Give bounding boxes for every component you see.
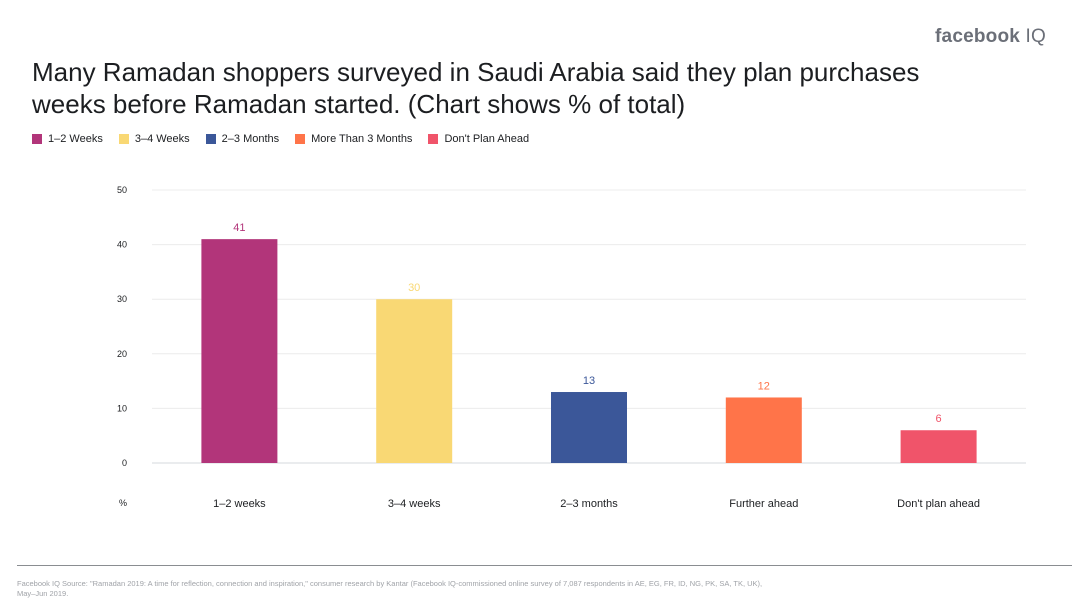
- footnote-line-2: May–Jun 2019.: [17, 589, 69, 598]
- chart-title: Many Ramadan shoppers surveyed in Saudi …: [32, 56, 932, 120]
- legend-item-more-than-3-months: More Than 3 Months: [295, 133, 412, 145]
- legend-label: 3–4 Weeks: [134, 133, 190, 145]
- y-tick-label: 20: [117, 349, 127, 359]
- legend-swatch: [295, 134, 306, 144]
- x-tick-label: 2–3 months: [560, 498, 618, 510]
- legend-swatch: [118, 134, 129, 144]
- bar: [900, 430, 977, 463]
- x-tick-label: 1–2 weeks: [213, 498, 266, 510]
- legend-label: More Than 3 Months: [311, 133, 413, 145]
- data-label: 13: [583, 375, 595, 387]
- facebook-iq-logo: facebook IQ: [935, 26, 1046, 48]
- legend-item-dont-plan-ahead: Don't Plan Ahead: [428, 133, 529, 145]
- chart-title-line-1: Many Ramadan shoppers surveyed in Saudi …: [32, 57, 920, 87]
- data-label: 41: [233, 222, 245, 234]
- legend-item-3-4-weeks: 3–4 Weeks: [118, 133, 190, 145]
- bar: [201, 239, 278, 463]
- legend-swatch: [32, 134, 42, 144]
- chart-legend: 1–2 Weeks 3–4 Weeks 2–3 Months More Than…: [32, 133, 529, 145]
- bar: [725, 397, 802, 463]
- data-label: 12: [758, 380, 770, 392]
- y-tick-label: 0: [122, 458, 127, 468]
- legend-label: 2–3 Months: [221, 133, 280, 145]
- y-tick-label: 50: [117, 185, 127, 195]
- data-label: 30: [408, 282, 420, 294]
- y-tick-label: 10: [117, 403, 127, 413]
- bar: [551, 392, 627, 463]
- legend-item-1-2-weeks: 1–2 Weeks: [32, 133, 103, 145]
- source-footnote: Facebook IQ Source: "Ramadan 2019: A tim…: [17, 579, 837, 599]
- y-axis-label: %: [119, 498, 127, 508]
- legend-item-2-3-months: 2–3 Months: [205, 133, 280, 145]
- brand-name: facebook: [935, 26, 1021, 47]
- footer-divider: [17, 565, 1072, 566]
- x-tick-label: Don't plan ahead: [897, 498, 980, 510]
- y-tick-label: 30: [117, 294, 127, 304]
- y-tick-label: 40: [117, 240, 127, 250]
- chart-title-line-2: weeks before Ramadan started. (Chart sho…: [32, 89, 686, 119]
- legend-swatch: [428, 134, 439, 144]
- footnote-line-1: Facebook IQ Source: "Ramadan 2019: A tim…: [17, 579, 763, 588]
- x-tick-label: 3–4 weeks: [388, 498, 441, 510]
- bar-chart: 0 10 20 30 40 50% 41 1–2 weeks 30 3–4 weeks 13 2–3 …: [117, 185, 1026, 510]
- bar: [376, 299, 453, 463]
- legend-swatch: [205, 134, 216, 144]
- data-label: 6: [936, 413, 942, 425]
- x-tick-label: Further ahead: [729, 498, 798, 510]
- brand-suffix: IQ: [1025, 26, 1046, 47]
- legend-label: Don't Plan Ahead: [444, 133, 530, 145]
- legend-label: 1–2 Weeks: [48, 133, 103, 145]
